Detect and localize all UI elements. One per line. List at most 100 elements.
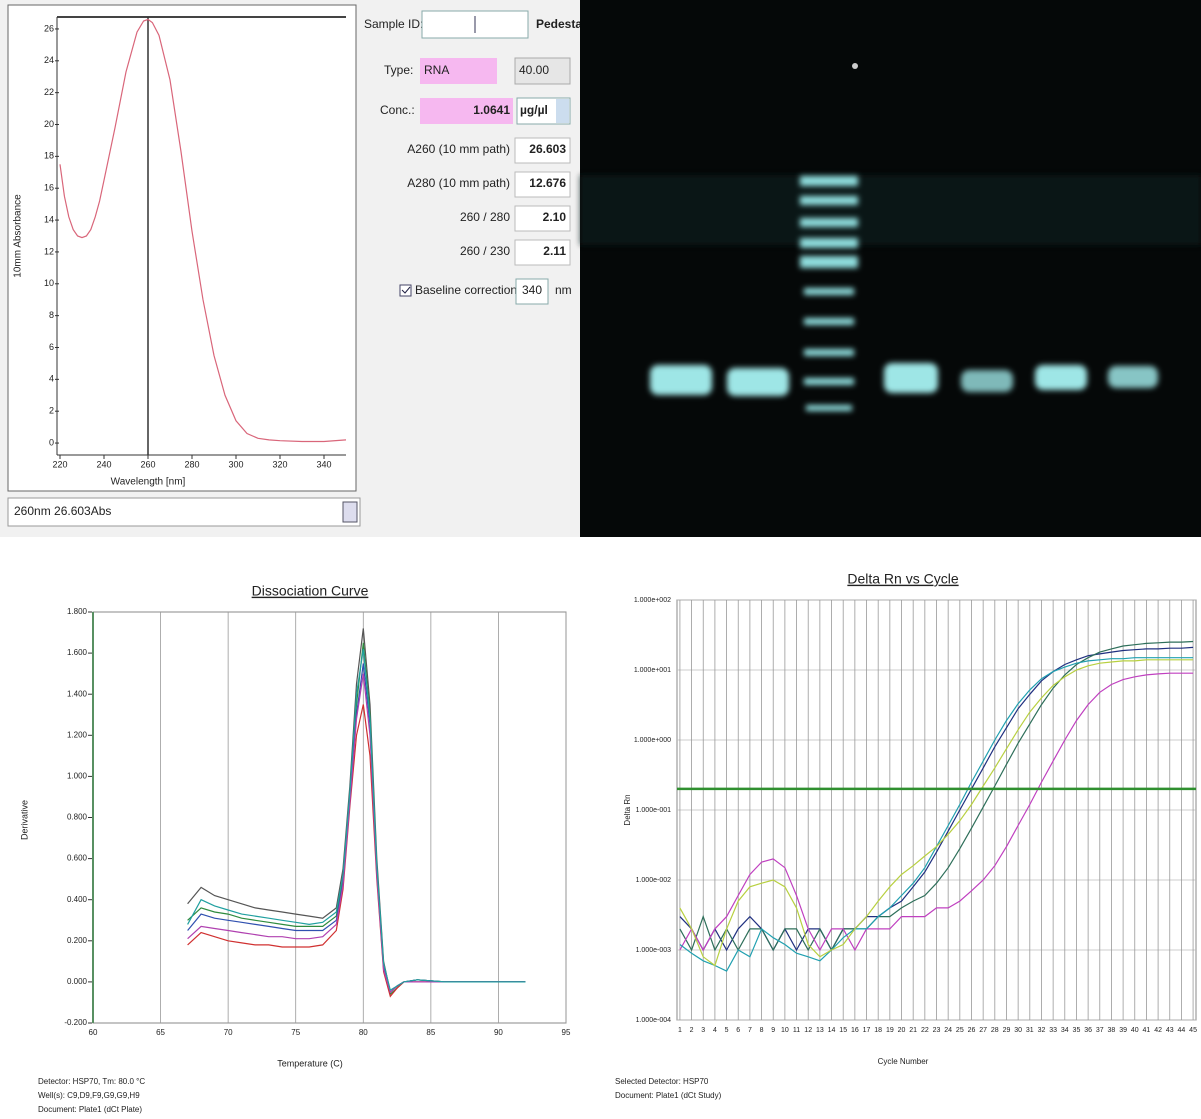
- x-tick-label: 37: [1096, 1027, 1104, 1034]
- x-tick-label: 15: [839, 1027, 847, 1034]
- y-tick-label: 1.000e-004: [636, 1017, 672, 1024]
- y-tick-label: 8: [49, 310, 54, 320]
- y-tick-label: 1.000e+002: [634, 597, 671, 604]
- x-tick-label: 85: [426, 1028, 435, 1037]
- x-tick-label: 90: [494, 1028, 503, 1037]
- y-tick-label: -0.200: [64, 1018, 87, 1027]
- y-tick-label: 0.400: [67, 895, 88, 904]
- x-tick-label: 13: [816, 1027, 824, 1034]
- status-text: 260nm 26.603Abs: [14, 504, 111, 518]
- y-tick-label: 0.200: [67, 936, 88, 945]
- factor: 40.00: [519, 63, 549, 77]
- y-tick-label: 22: [44, 87, 54, 97]
- gel-background: [580, 0, 1201, 537]
- x-tick-label: 12: [804, 1027, 812, 1034]
- row-box: [514, 239, 571, 266]
- conc: 1.0641: [473, 103, 510, 117]
- y-tick-label: 0.000: [67, 977, 88, 986]
- conc-label: Conc.:: [380, 103, 415, 117]
- y-tick-label: 10: [44, 278, 54, 288]
- x-tick-label: 41: [1143, 1027, 1151, 1034]
- y-tick-label: 1.400: [67, 689, 88, 698]
- x-axis-title: Cycle Number: [878, 1057, 929, 1066]
- status-bar: [7, 497, 361, 527]
- footnote: Document: Plate1 (dCt Plate): [38, 1105, 142, 1114]
- x-tick-label: 1: [678, 1027, 682, 1034]
- x-tick-label: 75: [291, 1028, 300, 1037]
- x-tick-label: 20: [898, 1027, 906, 1034]
- y-tick-label: 14: [44, 214, 54, 224]
- x-tick-label: 300: [228, 459, 243, 469]
- y-tick-label: 1.800: [67, 607, 88, 616]
- x-tick-label: 31: [1026, 1027, 1034, 1034]
- y-tick-label: 4: [49, 374, 54, 384]
- check-mark: [401, 286, 411, 294]
- data-line: [59, 18, 347, 443]
- gel-haze: [580, 175, 1201, 245]
- chart-title: Dissociation Curve: [252, 583, 369, 599]
- type-select[interactable]: [420, 58, 497, 84]
- baseline-label: Baseline correction: [415, 283, 517, 297]
- dropdown-arrow: [556, 99, 569, 123]
- x-tick-label: 45: [1189, 1027, 1197, 1034]
- y-tick-label: 12: [44, 246, 54, 256]
- row-box: [514, 171, 571, 198]
- baseline-input[interactable]: [515, 278, 549, 305]
- y-tick-label: 1.200: [67, 730, 88, 739]
- y-axis-title: Derivative: [19, 800, 29, 840]
- x-tick-label: 2: [690, 1027, 694, 1034]
- x-tick-label: 26: [968, 1027, 976, 1034]
- row-label: A280 (10 mm path): [407, 176, 510, 190]
- data-line: [679, 640, 1194, 952]
- data-line: [187, 648, 526, 992]
- x-axis-title: Temperature (C): [277, 1058, 343, 1068]
- type-label: Type:: [384, 63, 413, 77]
- footnote: Well(s): C9,D9,F9,G9,G9,H9: [38, 1091, 140, 1100]
- footnote: Document: Plate1 (dCt Study): [615, 1091, 722, 1100]
- x-tick-label: 44: [1178, 1027, 1186, 1034]
- x-tick-label: 4: [713, 1027, 717, 1034]
- y-tick-label: 2: [49, 406, 54, 416]
- speck: [852, 63, 858, 69]
- x-tick-label: 28: [991, 1027, 999, 1034]
- row-value: 2.10: [543, 210, 567, 224]
- plot-frame: [92, 611, 567, 1024]
- x-tick-label: 38: [1108, 1027, 1116, 1034]
- row-box: [514, 137, 571, 164]
- sample-id-label: Sample ID:: [364, 17, 423, 31]
- y-tick-label: 1.000e+000: [634, 737, 671, 744]
- x-tick-label: 260: [140, 459, 155, 469]
- x-axis-title: Wavelength [nm]: [111, 477, 186, 488]
- y-tick-label: 26: [44, 23, 54, 33]
- x-tick-label: 27: [979, 1027, 987, 1034]
- x-tick-label: 80: [359, 1028, 368, 1037]
- data-line: [679, 672, 1194, 952]
- footnote: Selected Detector: HSP70: [615, 1077, 709, 1086]
- row-value: 2.11: [543, 244, 566, 258]
- x-tick-label: 70: [224, 1028, 233, 1037]
- x-tick-label: 65: [156, 1028, 165, 1037]
- x-tick-label: 24: [944, 1027, 952, 1034]
- y-tick-label: 1.000: [67, 772, 88, 781]
- row-label: A260 (10 mm path): [407, 142, 510, 156]
- y-tick-label: 0.800: [67, 813, 88, 822]
- x-tick-label: 39: [1119, 1027, 1127, 1034]
- x-tick-label: 8: [760, 1027, 764, 1034]
- baseline-value: 340: [522, 283, 542, 297]
- y-tick-label: 24: [44, 55, 54, 65]
- x-tick-label: 9: [771, 1027, 775, 1034]
- baseline-checkbox[interactable]: [399, 284, 412, 297]
- y-tick-label: 1.000e-002: [636, 877, 672, 884]
- x-tick-label: 5: [725, 1027, 729, 1034]
- y-tick-label: 1.000e+001: [634, 667, 671, 674]
- x-tick-label: 11: [793, 1027, 800, 1034]
- x-tick-label: 21: [909, 1027, 917, 1034]
- factor-box: [514, 57, 571, 85]
- x-tick-label: 32: [1038, 1027, 1046, 1034]
- y-axis-title: Delta Rn: [623, 794, 632, 825]
- expand-button[interactable]: [342, 501, 358, 523]
- x-tick-label: 23: [933, 1027, 941, 1034]
- x-tick-label: 60: [89, 1028, 98, 1037]
- x-tick-label: 14: [828, 1027, 836, 1034]
